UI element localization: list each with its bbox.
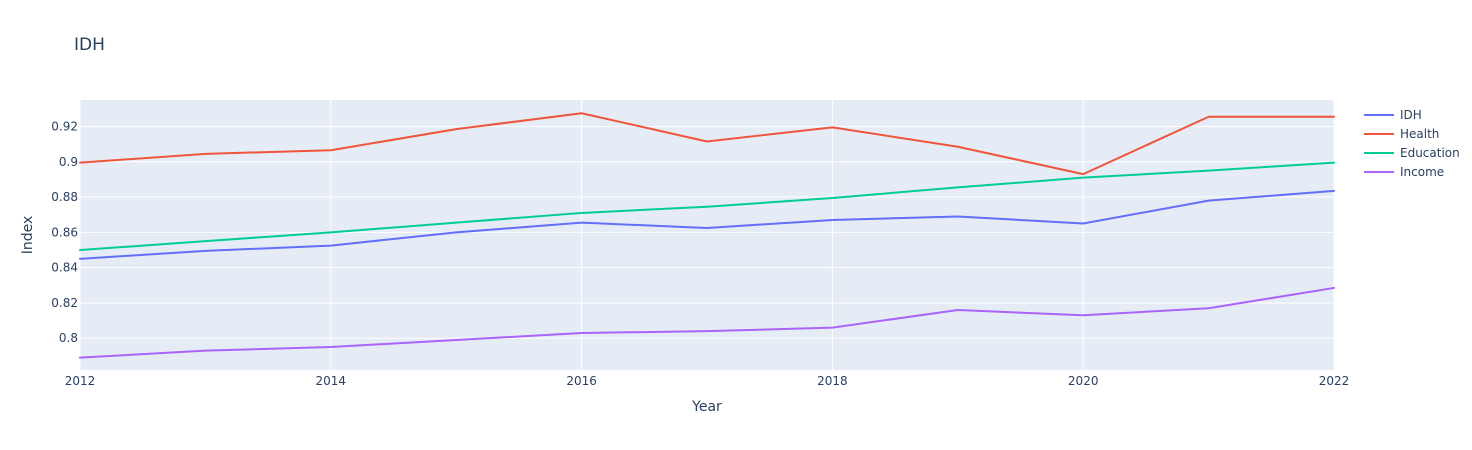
grid-lines (79, 100, 1335, 370)
x-tick-label: 2018 (817, 374, 848, 388)
x-tick-label: 2016 (566, 374, 597, 388)
series-line-education (79, 161, 1335, 251)
y-tick-label: 0.88 (51, 190, 78, 204)
legend-label: Education (1400, 146, 1460, 160)
series-lines (79, 112, 1335, 359)
y-tick-label: 0.84 (51, 261, 78, 275)
legend-label: IDH (1400, 108, 1422, 122)
legend-item-income[interactable]: Income (1364, 165, 1444, 179)
series-line-income (79, 286, 1335, 359)
x-axis-title: Year (691, 399, 722, 415)
series-line-health (79, 112, 1335, 176)
x-tick-label: 2012 (65, 374, 96, 388)
y-axis-title: Index (20, 216, 36, 255)
legend-item-education[interactable]: Education (1364, 146, 1460, 160)
legend[interactable]: IDH Health Education Income (1364, 108, 1460, 179)
y-tick-label: 0.86 (51, 225, 78, 239)
x-tick-label: 2022 (1319, 374, 1350, 388)
chart-title: IDH (74, 35, 105, 55)
legend-item-health[interactable]: Health (1364, 127, 1439, 141)
legend-label: Health (1400, 127, 1439, 141)
y-tick-label: 0.82 (51, 296, 78, 310)
y-tick-label: 0.9 (59, 155, 78, 169)
y-tick-label: 0.92 (51, 119, 78, 133)
y-axis-ticks: 0.8 0.82 0.84 0.86 0.88 0.9 0.92 (51, 119, 78, 345)
x-tick-label: 2014 (316, 374, 347, 388)
legend-label: Income (1400, 165, 1444, 179)
y-tick-label: 0.8 (59, 331, 78, 345)
x-axis-ticks: 2012 2014 2016 2018 2020 2022 (65, 374, 1350, 388)
x-tick-label: 2020 (1068, 374, 1099, 388)
series-line-idh (79, 189, 1335, 260)
legend-item-idh[interactable]: IDH (1364, 108, 1422, 122)
